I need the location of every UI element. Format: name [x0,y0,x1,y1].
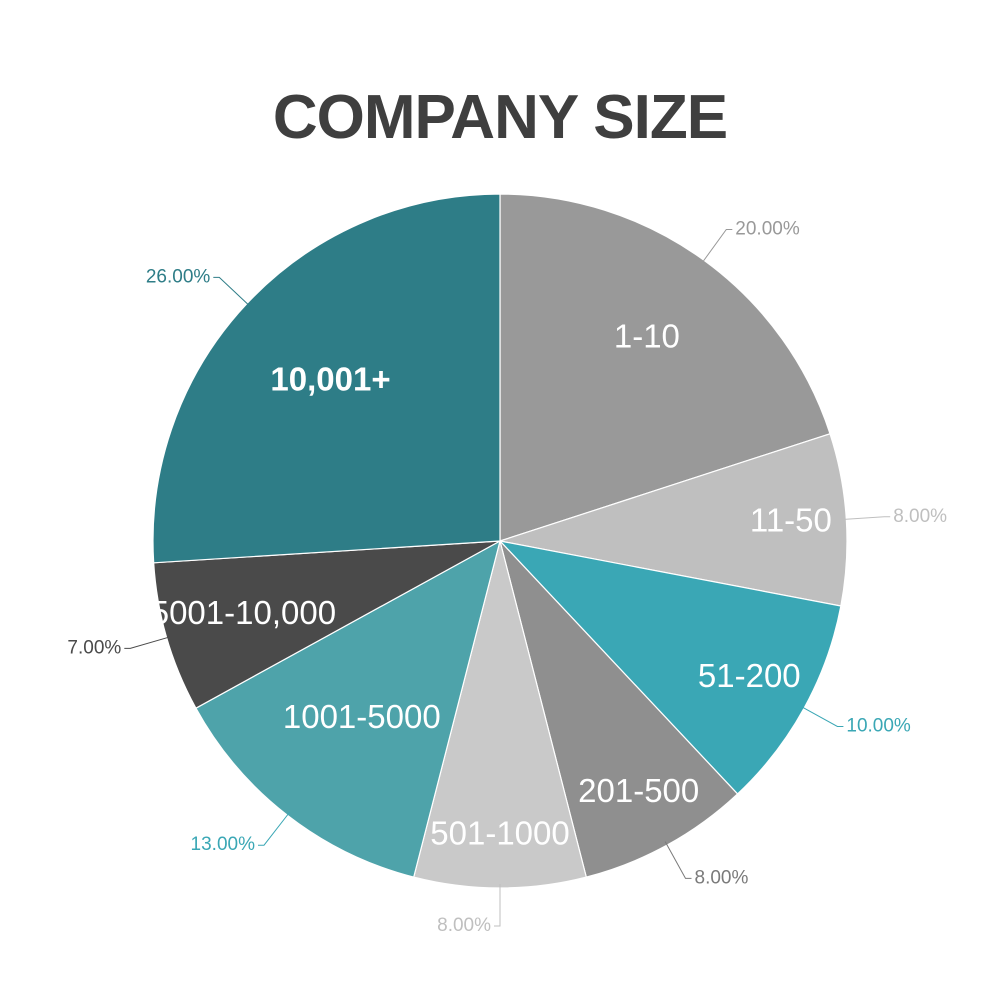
slice-label-1001-5000: 1001-5000 [283,698,441,735]
slice-label-10-001: 10,001+ [270,361,390,398]
leader-line-10-001 [213,276,251,307]
leader-lines [124,229,891,927]
slice-label-11-50: 11-50 [750,501,832,538]
slice-label-5001-10-000: 5001-10,000 [151,594,336,631]
value-label-51-200: 10.00% [846,716,911,737]
leader-line-5001-10-000 [124,636,171,649]
slice-label-51-200: 51-200 [698,657,801,694]
slice-label-501-1000: 501-1000 [430,815,569,852]
value-label-10-001: 26.00% [146,266,211,287]
leader-line-51-200 [800,705,844,727]
leader-line-501-1000 [494,884,501,927]
leader-line-1001-5000 [258,811,291,846]
pie-slices [152,193,848,889]
leader-line-201-500 [664,841,692,879]
value-label-201-500: 8.00% [695,867,749,888]
value-label-1001-5000: 13.00% [191,834,256,855]
value-label-1-10: 20.00% [735,219,800,240]
value-label-5001-10-000: 7.00% [67,637,121,658]
slice-label-201-500: 201-500 [578,772,699,809]
chart-title: COMPANY SIZE [272,83,728,152]
value-labels: 20.00% 8.00% 10.00% 8.00% 8.00% 13.00% 7.00% 26… [67,219,947,937]
slice-label-1-10: 1-10 [614,318,680,355]
leader-line-11-50 [842,516,891,520]
value-label-11-50: 8.00% [893,506,947,527]
leader-line-1-10 [701,229,733,264]
value-label-501-1000: 8.00% [437,915,491,936]
